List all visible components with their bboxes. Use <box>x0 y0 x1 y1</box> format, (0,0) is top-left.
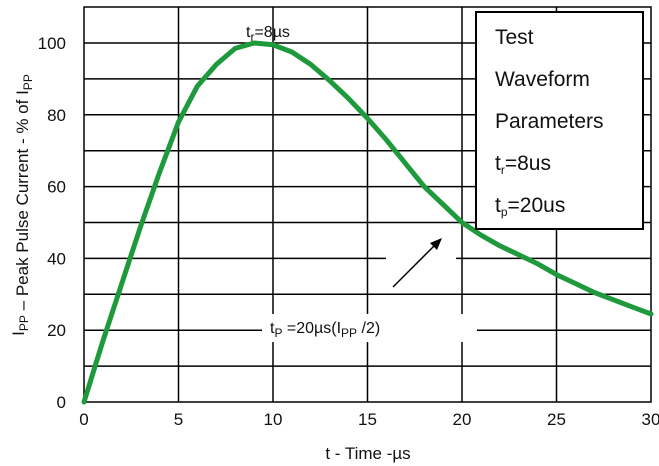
arrow-head <box>430 238 442 250</box>
y-title-i: I <box>9 331 28 336</box>
half-width-annotation: tP =20µs(IPP /2) <box>270 320 380 340</box>
y-tick-labels: 0 20 40 60 80 100 <box>38 34 66 412</box>
y-title-pp-sub: PP <box>21 74 35 90</box>
y-tick-label: 0 <box>57 393 66 412</box>
peak-annotation-rest: =8µs <box>254 24 289 41</box>
peak-annotation: tr=8µs <box>246 24 290 44</box>
y-title-pp-sub: PP <box>17 315 31 331</box>
y-tick-label: 100 <box>38 34 66 53</box>
arrow-bg <box>386 238 456 286</box>
y-title-text: – Peak Pulse Current - % of <box>13 95 32 315</box>
y-tick-label: 40 <box>47 249 66 268</box>
legend-tp-sub: p <box>501 205 508 219</box>
x-tick-label: 25 <box>547 410 566 429</box>
half-annotation-t: t <box>270 320 275 337</box>
peak-annotation-sub: r <box>250 30 254 44</box>
half-annotation-end: /2) <box>357 320 380 337</box>
x-tick-label: 5 <box>174 410 183 429</box>
arrow-shaft <box>392 242 438 288</box>
legend-box: Test Waveform Parameters tr=8us tp=20us <box>475 11 644 230</box>
plot-frame <box>83 6 652 403</box>
y-tick-label: 60 <box>47 178 66 197</box>
y-tick-label: 80 <box>47 106 66 125</box>
x-tick-label: 10 <box>264 410 283 429</box>
x-tick-label: 0 <box>79 410 88 429</box>
half-annotation-mid: =20µs(I <box>282 320 341 337</box>
legend-box-border <box>475 11 644 230</box>
legend-tr-main: t <box>495 152 501 175</box>
y-title-i: I <box>13 90 32 95</box>
half-label-bg <box>262 314 477 342</box>
legend-line-waveform: Waveform <box>495 68 590 91</box>
waveform-series-line <box>81 40 654 405</box>
legend-tr-val: =8us <box>505 152 551 175</box>
x-tick-label: 30 <box>642 410 659 429</box>
half-annotation-ipp-sub: PP <box>341 326 357 340</box>
x-tick-labels: 0 5 10 15 20 25 30 <box>79 410 659 429</box>
x-tick-label: 15 <box>358 410 377 429</box>
x-axis-title: t - Time -µs <box>325 444 410 463</box>
x-tick-label: 20 <box>453 410 472 429</box>
half-annotation-t-sub: P <box>274 326 282 340</box>
legend-line-tp: tp=20us <box>495 194 565 219</box>
legend-line-test: Test <box>495 26 534 49</box>
legend-tr-sub: r <box>501 163 505 177</box>
legend-tp-val: =20us <box>508 194 566 217</box>
legend-line-parameters: Parameters <box>495 110 604 133</box>
peak-annotation-t: t <box>246 24 251 41</box>
y-tick-label: 20 <box>47 321 66 340</box>
legend-tp-main: t <box>495 194 501 217</box>
legend-line-tr: tr=8us <box>495 152 551 177</box>
y-axis-title: IPP – Peak Pulse Current - % of IPP <box>9 74 35 336</box>
